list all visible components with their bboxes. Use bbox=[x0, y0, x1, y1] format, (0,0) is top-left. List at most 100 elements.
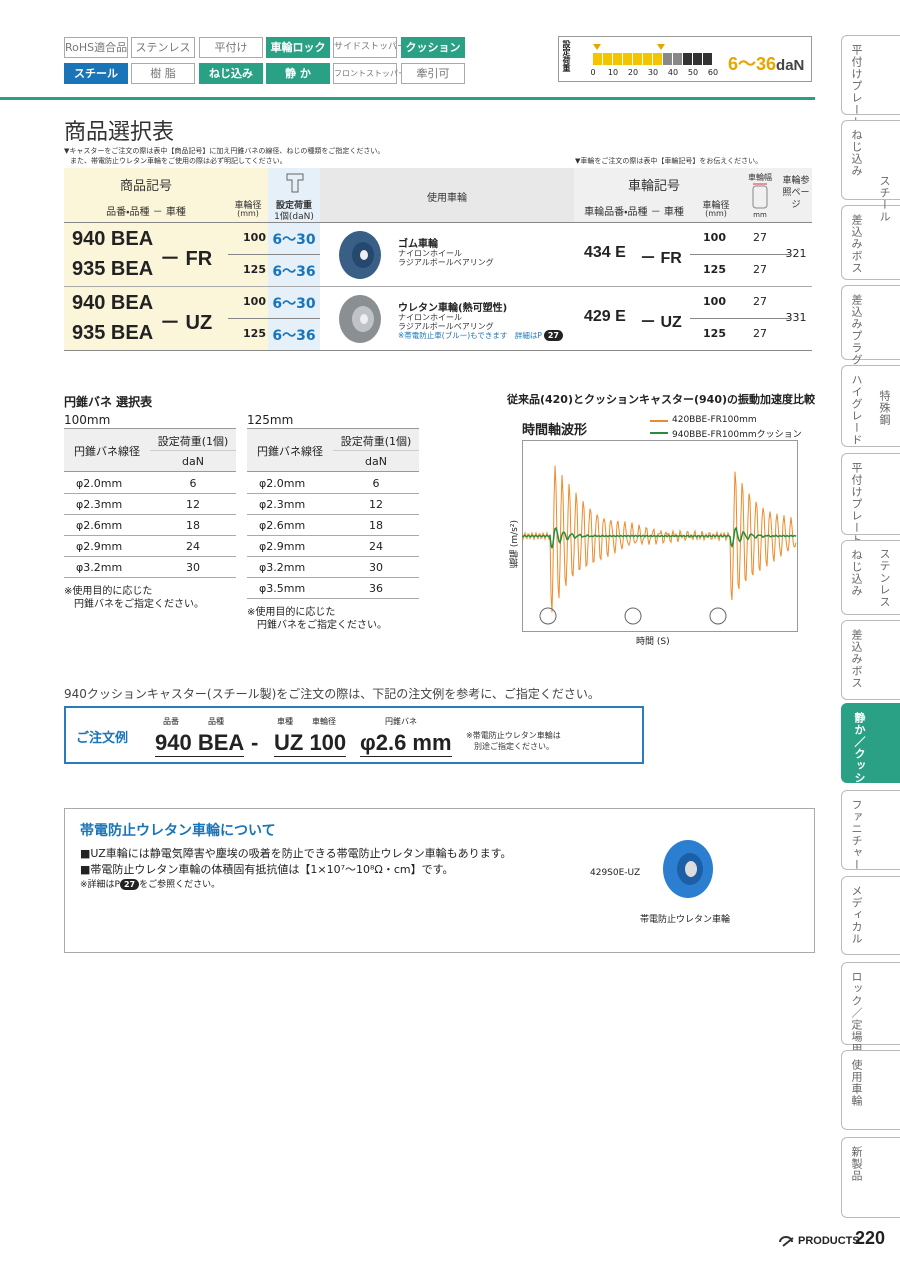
header: 使用車輪 bbox=[427, 193, 467, 204]
tab: 差込みプラグ bbox=[841, 285, 900, 366]
tag: 平付け bbox=[199, 37, 263, 58]
order-header: 品番 bbox=[163, 717, 179, 726]
spring-load: 18 bbox=[186, 519, 200, 532]
note-text: をご参照ください。 bbox=[139, 880, 221, 890]
load-scale-label: 設定荷重 bbox=[562, 40, 571, 72]
spring-icon bbox=[286, 173, 304, 193]
rule bbox=[64, 535, 236, 536]
model: 940 BEA bbox=[72, 292, 154, 314]
page-title: 商品選択表 bbox=[64, 120, 175, 145]
rule bbox=[247, 598, 419, 599]
tag: 樹 脂 bbox=[131, 63, 195, 84]
wave-green bbox=[522, 526, 797, 549]
tab: ハイグレード bbox=[841, 365, 900, 447]
rule bbox=[247, 514, 419, 515]
marker bbox=[657, 44, 665, 50]
tag: クッション bbox=[401, 37, 465, 58]
tab: 新製品 bbox=[841, 1137, 900, 1218]
footer-label: PRODUCTS bbox=[798, 1235, 860, 1247]
spring-diameter: φ2.9mm bbox=[259, 540, 306, 553]
load: 6〜36 bbox=[272, 264, 316, 280]
legend-swatch bbox=[650, 420, 668, 422]
wheel-desc: ナイロンホイール bbox=[398, 249, 462, 258]
icon bbox=[752, 185, 768, 209]
type: － UZ bbox=[160, 312, 213, 334]
diameter: 125 bbox=[243, 263, 266, 276]
load-range-value: 6〜36 bbox=[728, 54, 777, 74]
spring-diameter: φ3.5mm bbox=[259, 582, 306, 595]
width-icon bbox=[752, 183, 768, 209]
header: mm bbox=[753, 211, 767, 219]
header: 車輪径 bbox=[234, 201, 262, 211]
order-box bbox=[64, 706, 644, 764]
image-label: 429S0E-UZ bbox=[590, 868, 641, 878]
page-badge: 27 bbox=[119, 879, 140, 890]
model: 935 BEA bbox=[72, 258, 154, 280]
load: 6〜30 bbox=[272, 232, 316, 248]
antistatic-note: ※詳細はP 27 をご参照ください。 bbox=[80, 877, 220, 890]
tab: ねじ込み bbox=[841, 540, 900, 615]
spring-note: ※使用目的に応じた bbox=[64, 586, 153, 597]
load-unit: daN bbox=[776, 57, 805, 74]
wheel-name: ウレタン車輪(熱可塑性) bbox=[398, 303, 508, 314]
spring-diameter: φ2.3mm bbox=[259, 498, 306, 511]
table-size: 125mm bbox=[247, 413, 294, 427]
wheel-extra: ※帯電防止車(ブルー)もできます 詳細はP 27 bbox=[398, 330, 563, 341]
tab-label: 差込みプラグ bbox=[850, 294, 863, 366]
spring-load: 6 bbox=[189, 477, 197, 490]
tab-label: 静か／クッション bbox=[853, 712, 866, 808]
header: 車輪品番・品種 － 車種 bbox=[584, 207, 684, 218]
scale-tick: 60 bbox=[707, 68, 719, 77]
tab-label: ねじ込み bbox=[850, 129, 863, 177]
y-axis-label: 振幅 (m/s²) bbox=[510, 520, 520, 568]
tab-label: 平付けプレート bbox=[850, 462, 863, 546]
spring-diameter: φ2.0mm bbox=[259, 477, 306, 490]
header: (mm) bbox=[237, 209, 259, 218]
page-badge: 27 bbox=[543, 330, 563, 341]
order-label: ご注文例 bbox=[76, 731, 129, 746]
rule bbox=[64, 350, 812, 351]
spring-diameter: φ2.6mm bbox=[259, 519, 306, 532]
caster-icons bbox=[539, 607, 727, 625]
segment bbox=[633, 53, 642, 65]
scale-tick: 30 bbox=[647, 68, 659, 77]
rule bbox=[64, 556, 236, 557]
load-scale-box bbox=[558, 36, 812, 82]
wheel-image bbox=[339, 231, 381, 279]
rule bbox=[333, 450, 419, 451]
caster-icon bbox=[539, 607, 557, 625]
wheel-desc: ラジアルボールベアリング bbox=[398, 258, 494, 267]
rule bbox=[228, 254, 320, 255]
scale-tick: 40 bbox=[667, 68, 679, 77]
tab-label: 差込みボス bbox=[850, 214, 863, 274]
wheel-diameter: 100 bbox=[703, 295, 726, 308]
antistatic-title: 帯電防止ウレタン車輪について bbox=[80, 823, 276, 839]
tab-label: メディカル bbox=[850, 885, 863, 945]
header: 円錐バネ線径 bbox=[74, 445, 140, 458]
spring-load: 12 bbox=[186, 498, 200, 511]
spring-diameter: φ2.0mm bbox=[76, 477, 123, 490]
tag: ねじ込み bbox=[199, 63, 263, 84]
spring-diameter: φ2.9mm bbox=[76, 540, 123, 553]
spring-load: 12 bbox=[369, 498, 383, 511]
cell-bg bbox=[268, 168, 320, 350]
order-header: 円錐バネ bbox=[385, 717, 417, 726]
table-size: 100mm bbox=[64, 413, 111, 427]
tab-group: 特殊鋼 bbox=[878, 390, 891, 426]
wheel-diameter: 100 bbox=[703, 231, 726, 244]
header: 品番・品種 － 車種 bbox=[106, 207, 186, 218]
segment bbox=[653, 53, 662, 65]
wheel-width: 27 bbox=[753, 231, 767, 244]
rule bbox=[64, 493, 236, 494]
note: ▼キャスターをご注文の際は表中【商品記号】に加え円錐バネの線径、ねじの種類をご指… bbox=[64, 147, 385, 155]
extra-text: ※帯電防止車(ブルー)もできます 詳細はP bbox=[398, 331, 542, 340]
spring-load: 30 bbox=[186, 561, 200, 574]
rule bbox=[690, 254, 790, 255]
wheel-axle bbox=[360, 314, 368, 324]
spring-note: ※使用目的に応じた bbox=[247, 607, 336, 618]
header: 車輪幅 bbox=[748, 173, 772, 182]
cell-bg bbox=[574, 168, 812, 222]
spring-load: 18 bbox=[369, 519, 383, 532]
note-text: ※詳細はP bbox=[80, 880, 120, 890]
tab-label: ロック／定場用 bbox=[850, 971, 863, 1055]
